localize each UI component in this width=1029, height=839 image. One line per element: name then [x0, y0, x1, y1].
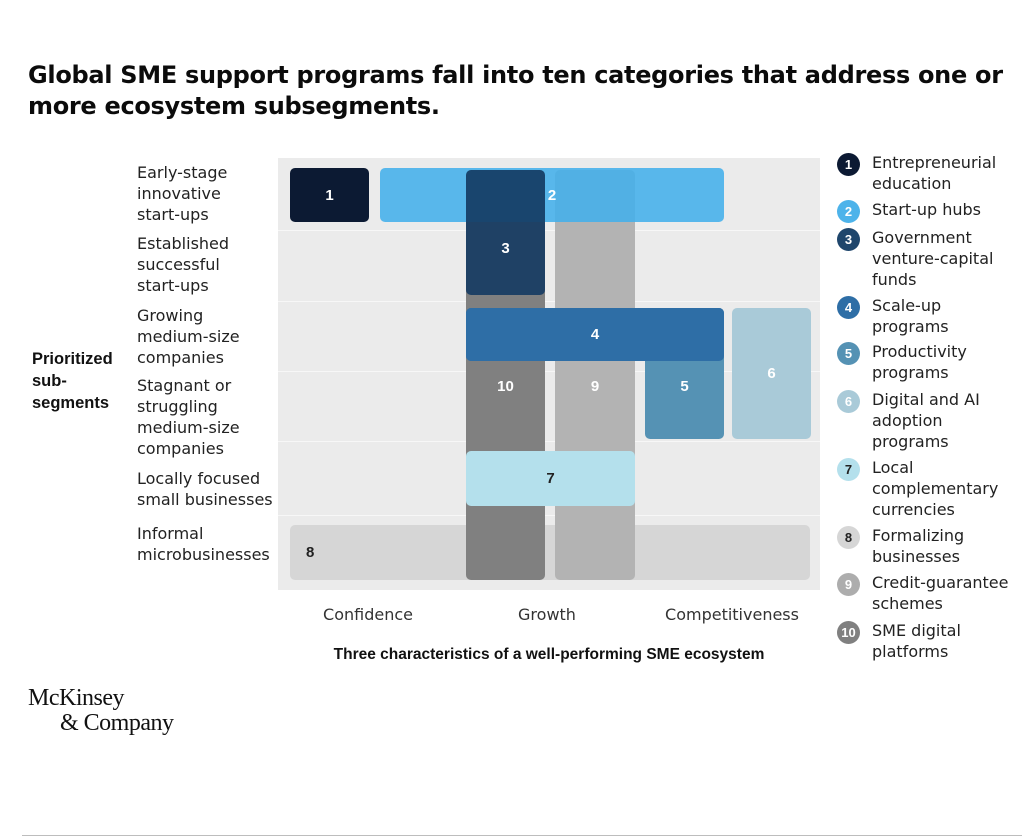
chart-title: Global SME support programs fall into te… [28, 61, 1003, 120]
row-label-growing: Growing medium-size companies [137, 306, 240, 367]
legend-item-1: 1 Entrepreneurial education [837, 152, 1017, 194]
legend-item-8: 8 Formalizing businesses [837, 525, 1017, 567]
legend-label-5: Productivity programs [872, 342, 967, 382]
legend-item-10: 10 SME digital platforms [837, 620, 1017, 662]
program-bar-7: 7 [466, 451, 635, 506]
legend-item-3: 3 Government venture-capital funds [837, 227, 1017, 290]
legend-label-3: Government venture-capital funds [872, 228, 994, 289]
legend-item-6: 6 Digital and AI adoption programs [837, 389, 1017, 452]
row-label-stagnant: Stagnant or struggling medium-size compa… [137, 376, 240, 458]
row-label-informal: Informal microbusinesses [137, 524, 270, 564]
program-bar-6-number: 6 [767, 365, 776, 382]
legend-label-7: Local complementary currencies [872, 458, 999, 519]
column-label-growth: Growth [518, 605, 576, 624]
program-bar-5-number: 5 [680, 378, 689, 395]
legend-badge-7: 7 [837, 458, 860, 481]
program-bar-6: 6 [732, 308, 811, 439]
legend-badge-9: 9 [837, 573, 860, 596]
legend-item-5: 5 Productivity programs [837, 341, 1017, 383]
program-bar-4-overlay-number: 4 [590, 326, 600, 343]
row-label-established: Established successful start-ups [137, 234, 230, 295]
program-bar-2: 2 [380, 168, 724, 222]
row-divider [278, 515, 820, 516]
legend-badge-4: 4 [837, 296, 860, 319]
legend-label-8: Formalizing businesses [872, 526, 965, 566]
program-grid: 8 10 9 1 2 3 4 5 4 6 7 [278, 158, 820, 590]
y-axis-title: Prioritized sub-segments [32, 350, 113, 412]
row-divider [278, 441, 820, 442]
legend-badge-8: 8 [837, 526, 860, 549]
legend-label-10: SME digital platforms [872, 621, 961, 661]
legend-badge-2: 2 [837, 200, 860, 223]
legend-badge-10: 10 [837, 621, 860, 644]
legend-item-2: 2 Start-up hubs [837, 199, 1017, 223]
program-bar-9-number: 9 [590, 378, 600, 395]
program-bar-3-number: 3 [501, 240, 510, 257]
row-label-early-stage: Early-stage innovative start-ups [137, 163, 228, 224]
legend-item-9: 9 Credit-guarantee schemes [837, 572, 1017, 614]
row-divider [278, 230, 820, 231]
legend-item-4: 4 Scale-up programs [837, 295, 1017, 337]
column-label-competitiveness: Competitiveness [665, 605, 799, 624]
logo-line-2: & Company [60, 710, 174, 736]
legend-label-9: Credit-guarantee schemes [872, 573, 1009, 613]
program-bar-10-number: 10 [497, 378, 514, 395]
program-bar-1: 1 [290, 168, 369, 222]
program-bar-1-number: 1 [325, 186, 334, 204]
legend-label-2: Start-up hubs [872, 200, 982, 219]
program-bar-8: 8 [290, 525, 810, 580]
legend-badge-1: 1 [837, 153, 860, 176]
legend-badge-5: 5 [837, 342, 860, 365]
legend-badge-3: 3 [837, 228, 860, 251]
legend-badge-6: 6 [837, 390, 860, 413]
legend-item-7: 7 Local complementary currencies [837, 457, 1017, 520]
row-divider [278, 371, 820, 372]
program-bar-8-number: 8 [306, 544, 315, 561]
column-label-confidence: Confidence [323, 605, 413, 624]
mckinsey-logo: McKinsey & Company [28, 686, 174, 736]
legend-label-1: Entrepreneurial education [872, 153, 997, 193]
program-bar-7-number: 7 [546, 470, 555, 487]
program-bar-4-overlay: 4 [466, 308, 724, 361]
legend-label-6: Digital and AI adoption programs [872, 390, 980, 451]
program-bar-9: 9 [555, 170, 635, 580]
program-bar-3: 3 [466, 170, 545, 295]
bottom-divider [22, 835, 1022, 836]
row-label-local-small: Locally focused small businesses [137, 469, 273, 509]
x-axis-title: Three characteristics of a well-performi… [333, 646, 765, 663]
program-bar-2-number: 2 [547, 186, 557, 204]
legend-label-4: Scale-up programs [872, 296, 949, 336]
row-divider [278, 301, 820, 302]
logo-line-1: McKinsey [28, 685, 124, 711]
